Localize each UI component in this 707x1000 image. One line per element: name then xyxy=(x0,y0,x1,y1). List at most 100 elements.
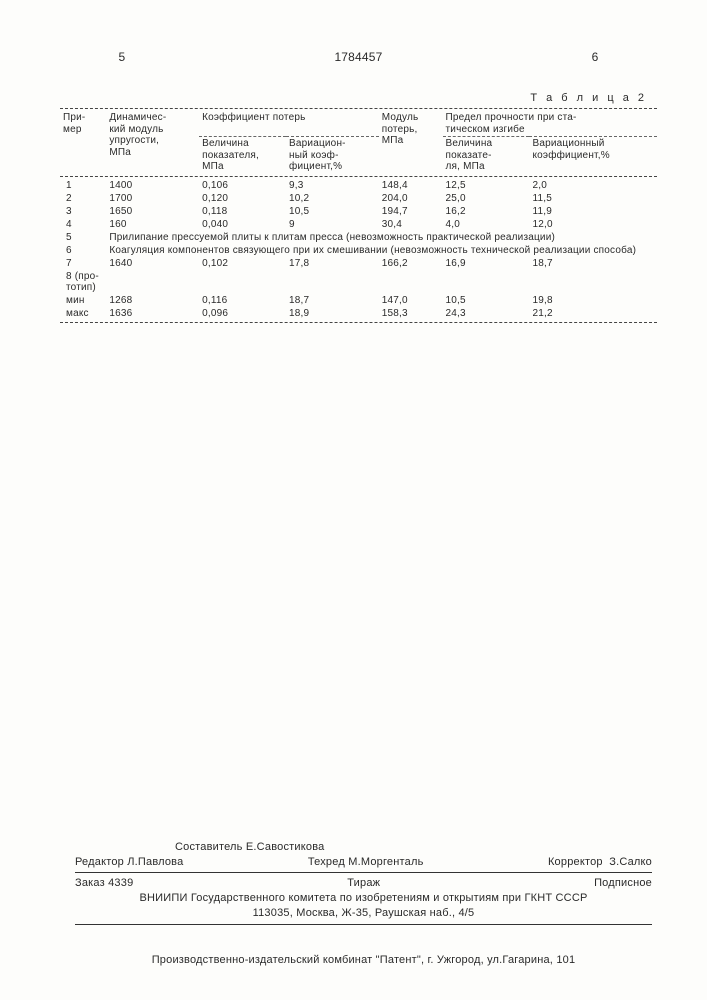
table-cell: 18,9 xyxy=(286,307,379,320)
col-num-right: 6 xyxy=(592,50,599,64)
table-cell: 12,5 xyxy=(443,179,530,192)
table-cell: 11,5 xyxy=(529,192,657,205)
table-cell: 12,0 xyxy=(529,218,657,231)
table-cell: 16,9 xyxy=(443,257,530,270)
table-cell: 7 xyxy=(60,257,106,270)
table-cell: 2 xyxy=(60,192,106,205)
subscription: Подписное xyxy=(594,876,652,891)
table-row: 217000,12010,2204,025,011,5 xyxy=(60,192,657,205)
table-cell xyxy=(199,270,286,294)
table-row: 8 (про- тотип) xyxy=(60,270,657,294)
footer-rule-2 xyxy=(75,924,652,925)
table-cell: 0,102 xyxy=(199,257,286,270)
table-cell: 4 xyxy=(60,218,106,231)
editor: Редактор Л.Павлова xyxy=(75,855,183,870)
table-row: 114000,1069,3148,412,52,0 xyxy=(60,179,657,192)
col-bend-group: Предел прочности при ста- тическом изгиб… xyxy=(443,111,657,137)
table-cell: 10,5 xyxy=(443,294,530,307)
table-cell: 147,0 xyxy=(379,294,443,307)
table-cell: мин xyxy=(60,294,106,307)
table-top-rule xyxy=(60,108,657,109)
table-caption: Т а б л и ц а 2 xyxy=(60,92,647,104)
col-loss-value: Величина показателя, МПа xyxy=(199,137,286,174)
table-cell: 166,2 xyxy=(379,257,443,270)
table-cell: 0,040 xyxy=(199,218,286,231)
table-cell: 11,9 xyxy=(529,205,657,218)
table-cell: 1268 xyxy=(106,294,199,307)
col-example: При- мер xyxy=(60,111,106,174)
table-cell: 18,7 xyxy=(286,294,379,307)
table-cell xyxy=(529,270,657,294)
table-cell: 2,0 xyxy=(529,179,657,192)
table-cell: 148,4 xyxy=(379,179,443,192)
table-row-note: 6Коагуляция компонентов связующего при и… xyxy=(60,244,657,257)
table-note: Коагуляция компонентов связующего при их… xyxy=(106,244,657,257)
table-cell: 25,0 xyxy=(443,192,530,205)
table-cell: 4,0 xyxy=(443,218,530,231)
table-row: макс16360,09618,9158,324,321,2 xyxy=(60,307,657,320)
tech-editor: Техред М.Моргенталь xyxy=(308,855,424,870)
table-cell xyxy=(106,270,199,294)
table-cell: 0,116 xyxy=(199,294,286,307)
table-cell: 17,8 xyxy=(286,257,379,270)
table-bottom-rule xyxy=(60,322,657,323)
table-cell: 24,3 xyxy=(443,307,530,320)
table-row: мин12680,11618,7147,010,519,8 xyxy=(60,294,657,307)
table-cell: 1636 xyxy=(106,307,199,320)
table-cell: 21,2 xyxy=(529,307,657,320)
table-cell xyxy=(286,270,379,294)
table-cell: 3 xyxy=(60,205,106,218)
table-cell: 8 (про- тотип) xyxy=(60,270,106,294)
col-num-left: 5 xyxy=(119,50,126,64)
table-cell: 18,7 xyxy=(529,257,657,270)
col-loss-group: Коэффициент потерь xyxy=(199,111,379,137)
print-run: Тираж xyxy=(347,876,380,891)
addr-line: 113035, Москва, Ж-35, Раушская наб., 4/5 xyxy=(75,906,652,921)
table-cell: 1700 xyxy=(106,192,199,205)
table-cell: макс xyxy=(60,307,106,320)
table-cell: 1640 xyxy=(106,257,199,270)
table-cell xyxy=(443,270,530,294)
doc-number: 1784457 xyxy=(334,50,382,64)
corrector: Корректор З.Салко xyxy=(548,855,652,870)
table-cell: 204,0 xyxy=(379,192,443,205)
page-header: 5 1784457 6 xyxy=(119,50,599,64)
table-row-note: 5Прилипание прессуемой плиты к плитам пр… xyxy=(60,231,657,244)
col-bend-varcoef: Вариационный коэффициент,% xyxy=(529,137,657,174)
table-cell: 30,4 xyxy=(379,218,443,231)
table-cell: 19,8 xyxy=(529,294,657,307)
table-cell: 1 xyxy=(60,179,106,192)
table-cell: 160 xyxy=(106,218,199,231)
table-cell: 0,118 xyxy=(199,205,286,218)
printer-line: Производственно-издательский комбинат "П… xyxy=(75,954,652,966)
table-cell: 16,2 xyxy=(443,205,530,218)
col-bend-value: Величина показате- ля, МПа xyxy=(443,137,530,174)
col-loss-varcoef: Вариацион- ный коэф- фициент,% xyxy=(286,137,379,174)
table-cell: 0,106 xyxy=(199,179,286,192)
table-cell: 10,5 xyxy=(286,205,379,218)
col-loss-modulus: Модуль потерь, МПа xyxy=(379,111,443,174)
table-cell: 194,7 xyxy=(379,205,443,218)
table-row: 41600,040930,44,012,0 xyxy=(60,218,657,231)
data-table: При- мер Динамичес- кий модуль упругости… xyxy=(60,111,657,320)
table-cell: 9 xyxy=(286,218,379,231)
col-dyn-modulus: Динамичес- кий модуль упругости, МПа xyxy=(106,111,199,174)
compiler-line: Составитель Е.Савостикова xyxy=(75,840,652,855)
order-number: Заказ 4339 xyxy=(75,876,133,891)
imprint-block: Составитель Е.Савостикова Редактор Л.Пав… xyxy=(75,840,652,928)
table-cell: 0,096 xyxy=(199,307,286,320)
table-row: 316500,11810,5194,716,211,9 xyxy=(60,205,657,218)
table-cell xyxy=(379,270,443,294)
org-line: ВНИИПИ Государственного комитета по изоб… xyxy=(75,891,652,906)
table-cell: 9,3 xyxy=(286,179,379,192)
table-cell: 1400 xyxy=(106,179,199,192)
table-cell: 5 xyxy=(60,231,106,244)
table-cell: 6 xyxy=(60,244,106,257)
footer-rule-1 xyxy=(75,872,652,873)
table-cell: 10,2 xyxy=(286,192,379,205)
table-row: 716400,10217,8166,216,918,7 xyxy=(60,257,657,270)
table-cell: 1650 xyxy=(106,205,199,218)
table-cell: 0,120 xyxy=(199,192,286,205)
table-note: Прилипание прессуемой плиты к плитам пре… xyxy=(106,231,657,244)
table-cell: 158,3 xyxy=(379,307,443,320)
